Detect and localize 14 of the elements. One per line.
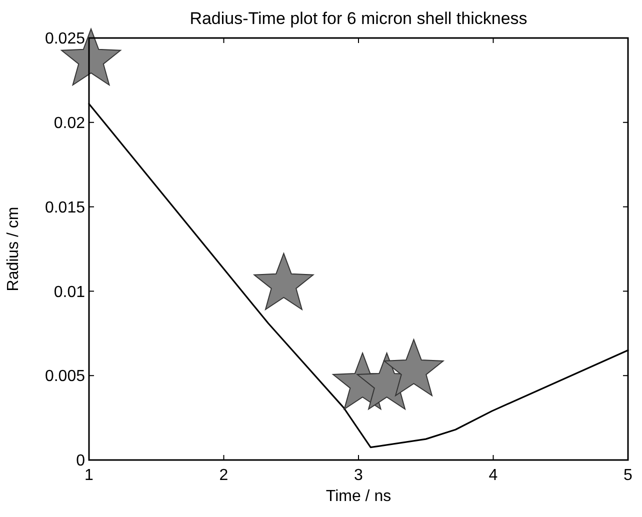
x-tick-label: 3 <box>354 467 364 484</box>
x-tick-label: 5 <box>624 467 633 484</box>
y-axis-title: Radius / cm <box>5 206 22 292</box>
chart-title: Radius-Time plot for 6 micron shell thickness <box>190 9 528 28</box>
y-tick-label: 0.01 <box>54 284 86 301</box>
y-tick-label: 0.02 <box>54 115 86 132</box>
y-tick-label: 0.025 <box>44 30 86 48</box>
x-tick-label: 2 <box>219 467 228 484</box>
x-tick-label: 4 <box>488 467 498 484</box>
x-tick-label: 1 <box>84 467 94 484</box>
y-tick-label: 0.015 <box>44 199 86 216</box>
x-axis-title: Time / ns <box>326 488 392 505</box>
y-tick-label: 0 <box>76 452 86 470</box>
y-tick-label: 0.005 <box>44 368 86 386</box>
